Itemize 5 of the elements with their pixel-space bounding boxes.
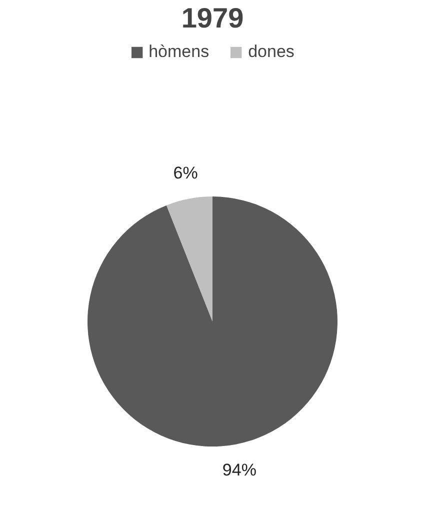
- legend-label: hòmens: [148, 42, 210, 62]
- chart-title: 1979: [181, 2, 244, 34]
- data-label: 94%: [222, 460, 256, 480]
- data-label: 6%: [173, 164, 198, 183]
- legend-label: dones: [248, 42, 294, 62]
